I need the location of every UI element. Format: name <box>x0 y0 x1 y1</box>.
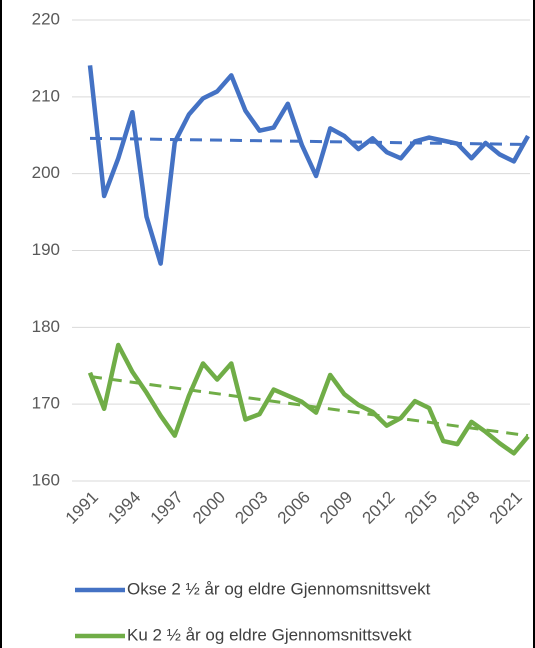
y-tick-label: 160 <box>32 470 60 489</box>
y-tick-label: 190 <box>32 240 60 259</box>
data-line <box>87 342 530 456</box>
x-tick-label: 1997 <box>147 488 187 528</box>
y-tick-label: 210 <box>32 86 60 105</box>
x-tick-label: 2006 <box>274 488 314 528</box>
x-tick-label: 1994 <box>104 488 144 528</box>
x-tick-label: 2015 <box>401 488 441 528</box>
trend-line <box>89 136 529 146</box>
data-line <box>87 65 530 266</box>
y-tick-label: 180 <box>32 317 60 336</box>
x-tick-label: 2000 <box>189 488 229 528</box>
x-tick-label: 2009 <box>316 488 356 528</box>
x-tick-label: 1991 <box>62 488 102 528</box>
x-tick-label: 2012 <box>359 488 399 528</box>
x-tick-label: 2021 <box>486 488 526 528</box>
y-tick-label: 200 <box>32 163 60 182</box>
legend: Okse 2 ½ år og eldre Gjennomsnittsvekt Ku… <box>75 579 431 644</box>
legend-label: Ku 2 ½ år og eldre Gjennomsnittsvekt <box>127 625 412 644</box>
x-tick-label: 2018 <box>443 488 483 528</box>
x-tick-label: 2003 <box>231 488 271 528</box>
legend-label: Okse 2 ½ år og eldre Gjennomsnittsvekt <box>127 579 431 598</box>
y-tick-label: 170 <box>32 394 60 413</box>
y-tick-label: 220 <box>32 9 60 28</box>
